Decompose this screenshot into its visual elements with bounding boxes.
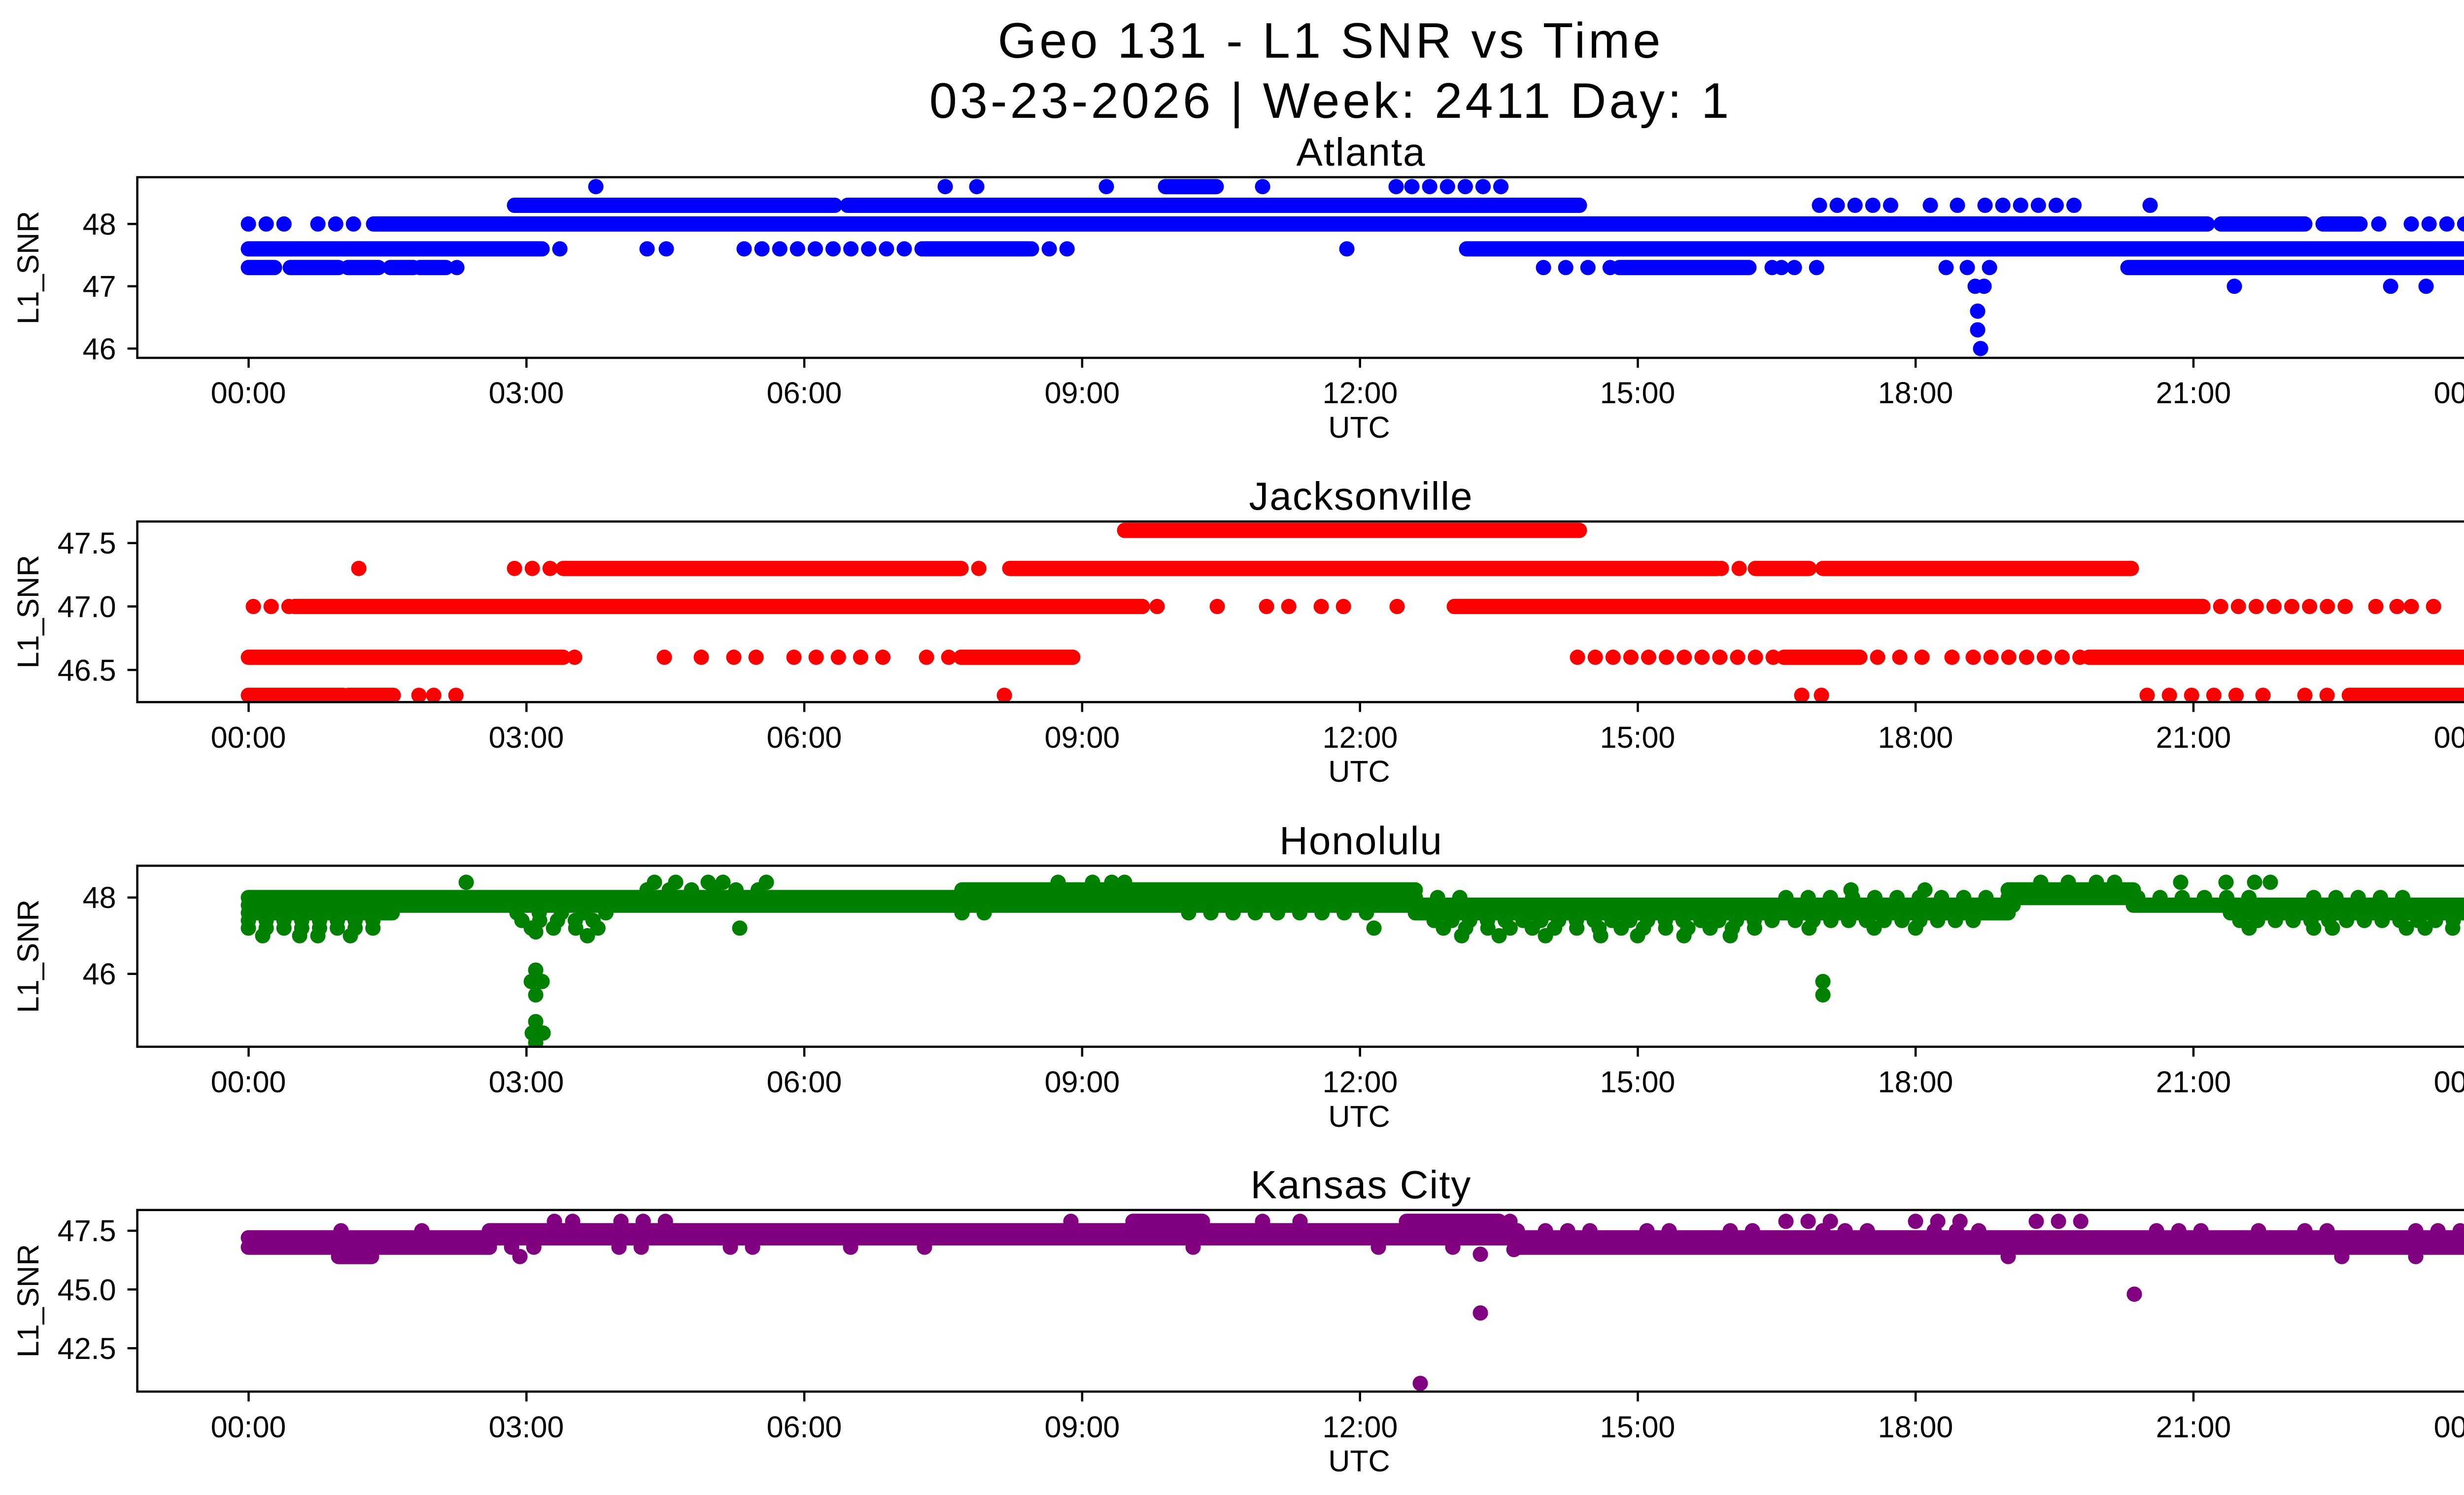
svg-text:12:00: 12:00 xyxy=(1323,376,1398,410)
svg-text:UTC: UTC xyxy=(1328,755,1390,788)
svg-text:15:00: 15:00 xyxy=(1600,721,1676,754)
svg-text:21:00: 21:00 xyxy=(2156,721,2231,754)
svg-text:15:00: 15:00 xyxy=(1600,376,1676,410)
svg-text:03-23-2026 | Week: 2411 Day: 1: 03-23-2026 | Week: 2411 Day: 1 xyxy=(929,73,1732,129)
svg-text:03:00: 03:00 xyxy=(489,1065,564,1099)
svg-text:00:00: 00:00 xyxy=(2434,1410,2464,1444)
svg-text:09:00: 09:00 xyxy=(1045,1410,1120,1444)
svg-text:42.5: 42.5 xyxy=(58,1332,116,1365)
svg-text:Jacksonville: Jacksonville xyxy=(1249,474,1473,518)
svg-text:L1_SNR: L1_SNR xyxy=(11,1244,45,1358)
svg-text:Geo 131 - L1 SNR vs Time: Geo 131 - L1 SNR vs Time xyxy=(998,13,1664,69)
svg-text:21:00: 21:00 xyxy=(2156,376,2231,410)
svg-text:47: 47 xyxy=(83,270,116,303)
svg-text:06:00: 06:00 xyxy=(767,376,842,410)
svg-text:Honolulu: Honolulu xyxy=(1279,819,1443,863)
svg-text:48: 48 xyxy=(83,881,116,914)
svg-text:46.5: 46.5 xyxy=(58,654,116,687)
svg-text:18:00: 18:00 xyxy=(1878,376,1953,410)
svg-text:L1_SNR: L1_SNR xyxy=(11,211,45,325)
svg-text:47.5: 47.5 xyxy=(58,526,116,560)
svg-text:21:00: 21:00 xyxy=(2156,1065,2231,1099)
svg-text:15:00: 15:00 xyxy=(1600,1065,1676,1099)
svg-text:03:00: 03:00 xyxy=(489,721,564,754)
svg-text:03:00: 03:00 xyxy=(489,376,564,410)
svg-text:06:00: 06:00 xyxy=(767,1065,842,1099)
svg-text:00:00: 00:00 xyxy=(211,1065,286,1099)
svg-text:Atlanta: Atlanta xyxy=(1296,130,1426,174)
svg-text:L1_SNR: L1_SNR xyxy=(11,900,45,1013)
svg-text:47.5: 47.5 xyxy=(58,1214,116,1248)
svg-text:09:00: 09:00 xyxy=(1045,721,1120,754)
svg-text:12:00: 12:00 xyxy=(1323,1065,1398,1099)
svg-text:00:00: 00:00 xyxy=(2434,1065,2464,1099)
svg-text:48: 48 xyxy=(83,208,116,241)
svg-text:18:00: 18:00 xyxy=(1878,1065,1953,1099)
svg-text:00:00: 00:00 xyxy=(211,376,286,410)
svg-text:UTC: UTC xyxy=(1328,1100,1390,1133)
svg-text:09:00: 09:00 xyxy=(1045,1065,1120,1099)
svg-text:45.0: 45.0 xyxy=(58,1273,116,1307)
svg-text:46: 46 xyxy=(83,957,116,991)
svg-text:00:00: 00:00 xyxy=(2434,721,2464,754)
svg-text:L1_SNR: L1_SNR xyxy=(11,555,45,669)
svg-text:18:00: 18:00 xyxy=(1878,1410,1953,1444)
svg-text:06:00: 06:00 xyxy=(767,721,842,754)
svg-text:00:00: 00:00 xyxy=(211,721,286,754)
svg-text:46: 46 xyxy=(83,332,116,366)
svg-text:00:00: 00:00 xyxy=(2434,376,2464,410)
svg-text:06:00: 06:00 xyxy=(767,1410,842,1444)
svg-text:21:00: 21:00 xyxy=(2156,1410,2231,1444)
svg-text:12:00: 12:00 xyxy=(1323,721,1398,754)
svg-text:15:00: 15:00 xyxy=(1600,1410,1676,1444)
svg-text:09:00: 09:00 xyxy=(1045,376,1120,410)
svg-text:Kansas City: Kansas City xyxy=(1251,1163,1472,1207)
svg-text:UTC: UTC xyxy=(1328,411,1390,444)
svg-text:00:00: 00:00 xyxy=(211,1410,286,1444)
svg-text:12:00: 12:00 xyxy=(1323,1410,1398,1444)
svg-text:UTC: UTC xyxy=(1328,1444,1390,1478)
svg-text:18:00: 18:00 xyxy=(1878,721,1953,754)
svg-text:03:00: 03:00 xyxy=(489,1410,564,1444)
svg-text:47.0: 47.0 xyxy=(58,590,116,624)
